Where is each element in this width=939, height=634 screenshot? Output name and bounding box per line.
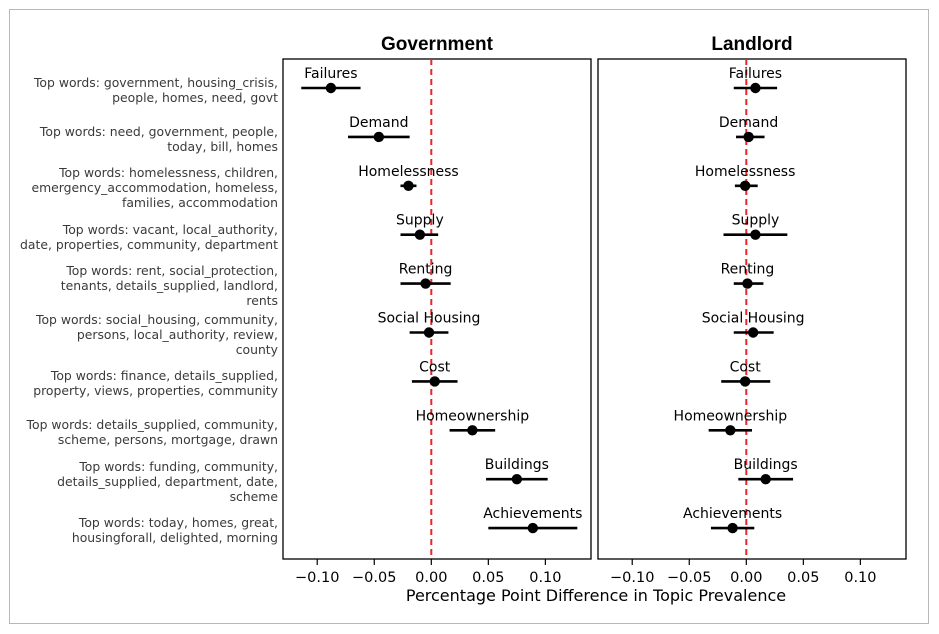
topic-label: Failures	[729, 66, 782, 82]
row-label-line: Top words: finance, details_supplied,	[50, 368, 278, 384]
row-top-words-label: Top words: vacant, local_authority, date,…	[14, 222, 278, 252]
row-label-line: families, accommodation	[121, 195, 278, 211]
row-label-line: Top words: rent, social_protection,	[66, 263, 278, 279]
x-tick-label: 0.00	[730, 570, 762, 586]
point-estimate	[511, 474, 523, 485]
point-estimate	[739, 376, 751, 387]
row-label-line: Top words: details_supplied, community,	[26, 417, 278, 433]
row-label-line: Top words: homelessness, children,	[59, 165, 278, 181]
point-estimate	[527, 522, 539, 534]
x-tick-label: 0.05	[472, 570, 504, 586]
x-tick-label: −0.05	[667, 570, 711, 586]
row-top-words-label: Top words: details_supplied, community, s…	[14, 417, 278, 447]
topic-label: Demand	[349, 115, 408, 131]
row-top-words-label: Top words: social_housing, community, per…	[14, 312, 278, 357]
point-estimate	[414, 229, 426, 240]
topic-label: Failures	[304, 66, 357, 82]
row-label-line: property, views, properties, community	[33, 383, 278, 399]
row-label-line: housingforall, delighted, morning	[71, 530, 278, 546]
topic-label: Renting	[721, 262, 775, 278]
row-label-line: Top words: social_housing, community,	[36, 312, 278, 327]
panel-border	[282, 58, 592, 560]
point-estimate	[750, 229, 761, 240]
topic-label: Homeownership	[674, 408, 788, 424]
topic-label: Buildings	[485, 457, 549, 473]
row-top-words-label: Top words: government, housing_crisis, pe…	[14, 75, 278, 105]
panel-landlord: Landlord −0.10 −0.05 0.00 0.05 0.10 Failures De…	[597, 34, 907, 586]
row-top-words-label: Top words: rent, social_protection, tenan…	[14, 263, 278, 308]
x-axis-title: Percentage Point Difference in Topic Pre…	[406, 586, 786, 605]
topic-label: Homeownership	[416, 408, 530, 424]
x-tick-label: 0.00	[415, 570, 447, 586]
row-label-line: Top words: today, homes, great,	[78, 515, 278, 531]
row-label-line: today, bill, homes	[167, 138, 278, 154]
x-tick-label: 0.10	[844, 570, 876, 586]
point-estimate	[725, 425, 736, 436]
point-estimate	[420, 278, 431, 289]
row-top-words-label: Top words: need, government, people, toda…	[14, 124, 278, 154]
topic-label: Cost	[419, 359, 451, 375]
x-tick-label: −0.05	[352, 570, 396, 586]
topic-label: Achievements	[683, 506, 782, 522]
row-label-line: Top words: vacant, local_authority,	[62, 221, 278, 237]
point-estimate	[750, 82, 761, 94]
row-label-line: details_supplied, department, date,	[57, 473, 278, 489]
topic-label: Social Housing	[702, 311, 805, 327]
row-label-line: scheme	[229, 488, 278, 504]
point-estimate	[423, 327, 435, 338]
point-estimate	[373, 131, 385, 143]
x-tick-label: −0.10	[295, 570, 339, 586]
row-label-line: emergency_accommodation, homeless,	[31, 180, 278, 196]
point-estimate	[727, 522, 738, 534]
x-tick-label: 0.05	[787, 570, 819, 586]
topic-label: Homelessness	[695, 164, 796, 180]
panel-border	[597, 58, 907, 560]
topic-label: Supply	[732, 213, 780, 229]
point-estimate	[403, 180, 414, 191]
row-label-line: persons, local_authority, review,	[76, 327, 278, 342]
panel-title: Landlord	[711, 34, 792, 55]
point-estimate	[739, 180, 751, 191]
point-estimate	[747, 327, 759, 338]
row-top-words-label: Top words: finance, details_supplied, pro…	[14, 368, 278, 398]
row-label-line: Top words: funding, community,	[79, 458, 278, 474]
panel-title: Government	[381, 34, 494, 55]
topic-label: Cost	[730, 359, 762, 375]
row-label-line: Top words: government, housing_crisis,	[33, 75, 278, 90]
topic-label: Social Housing	[378, 311, 481, 327]
point-estimate	[467, 425, 478, 436]
x-tick-label: 0.10	[529, 570, 561, 586]
row-label-line: Top words: need, government, people,	[39, 123, 278, 139]
point-estimate	[742, 278, 753, 289]
row-top-words-label: Top words: today, homes, great, housingfo…	[14, 515, 278, 545]
row-label-line: tenants, details_supplied, landlord,	[60, 278, 278, 294]
topic-label: Supply	[396, 213, 444, 229]
row-label-line: rents	[246, 293, 278, 309]
x-tick-label: −0.10	[610, 570, 654, 586]
row-label-line: people, homes, need, govt	[112, 90, 278, 105]
figure-frame	[9, 9, 929, 624]
point-estimate	[743, 131, 754, 143]
topic-label: Renting	[399, 262, 453, 278]
row-label-line: date, properties, community, department	[20, 236, 278, 252]
topic-label: Buildings	[734, 457, 798, 473]
row-top-words-label: Top words: funding, community, details_su…	[14, 459, 278, 504]
point-estimate	[760, 474, 771, 485]
row-top-words-label: Top words: homelessness, children, emerge…	[14, 165, 278, 210]
topic-label: Achievements	[483, 506, 582, 522]
point-estimate	[429, 376, 440, 387]
row-label-line: scheme, persons, mortgage, drawn	[57, 432, 278, 448]
point-estimate	[325, 82, 337, 94]
row-label-line: county	[235, 342, 278, 357]
topic-label: Homelessness	[358, 164, 459, 180]
panel-government: Government −0.10 −0.05 0.00 0.05 0.10 Failures…	[282, 34, 592, 586]
topic-label: Demand	[719, 115, 778, 131]
